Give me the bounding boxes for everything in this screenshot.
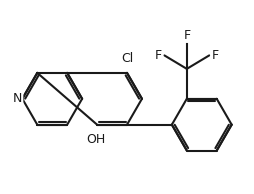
Text: OH: OH (86, 133, 105, 146)
Text: Cl: Cl (121, 52, 133, 65)
Text: F: F (211, 49, 218, 62)
Text: F: F (155, 49, 162, 62)
Text: F: F (183, 29, 190, 42)
Text: F: F (211, 49, 218, 62)
Text: N: N (13, 92, 22, 105)
Text: F: F (183, 29, 190, 42)
Text: Cl: Cl (121, 52, 133, 65)
Text: F: F (155, 49, 162, 62)
Text: N: N (13, 92, 22, 105)
Text: OH: OH (86, 133, 105, 146)
